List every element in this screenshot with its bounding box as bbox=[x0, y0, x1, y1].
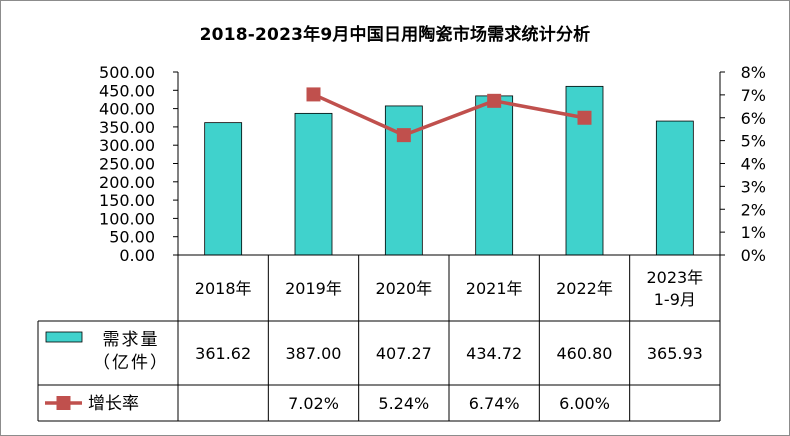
y-right-tick-label: 2% bbox=[741, 200, 766, 219]
y-right-tick-label: 3% bbox=[741, 177, 766, 196]
legend-bar-label-line: （亿件） bbox=[93, 353, 169, 373]
y-right-tick-label: 1% bbox=[741, 223, 766, 242]
line-marker bbox=[396, 128, 411, 143]
bar-value-label: 365.93 bbox=[647, 344, 703, 363]
legend-line-marker bbox=[56, 396, 71, 410]
growth-value-label: 6.74% bbox=[469, 394, 520, 413]
chart-title: 2018-2023年9月中国日用陶瓷市场需求统计分析 bbox=[199, 25, 591, 45]
y-left-tick-label: 50.00 bbox=[109, 228, 155, 247]
growth-value-label: 5.24% bbox=[378, 394, 429, 413]
bar bbox=[475, 95, 514, 256]
y-left-tick-label: 500.00 bbox=[99, 63, 155, 82]
legend-bar-label-line: 需求量 bbox=[103, 330, 160, 350]
y-left-tick-label: 150.00 bbox=[99, 191, 155, 210]
bar bbox=[204, 122, 243, 256]
line-marker bbox=[306, 87, 321, 102]
category-label: 2020年 bbox=[375, 279, 432, 298]
y-right-tick-label: 0% bbox=[741, 246, 766, 265]
growth-line-series bbox=[306, 87, 592, 143]
line-marker bbox=[487, 93, 502, 108]
bar-value-label: 387.00 bbox=[286, 344, 342, 363]
bar bbox=[294, 112, 333, 256]
y-right-tick-label: 5% bbox=[741, 132, 766, 151]
category-label: 2019年 bbox=[285, 279, 342, 298]
y-left-tick-label: 100.00 bbox=[99, 209, 155, 228]
category-label: 2021年 bbox=[466, 279, 523, 298]
growth-line bbox=[312, 92, 585, 137]
line-marker bbox=[577, 110, 592, 125]
y-right-tick-label: 4% bbox=[741, 155, 766, 174]
bar bbox=[655, 120, 694, 256]
category-label-line: 2023年 bbox=[646, 268, 703, 287]
category-label: 2023年 1-9月 bbox=[646, 268, 703, 309]
bar-value-label: 460.80 bbox=[557, 344, 613, 363]
y-left-tick-label: 250.00 bbox=[99, 155, 155, 174]
y-left-tick-label: 350.00 bbox=[99, 118, 155, 137]
bar-value-label: 407.27 bbox=[376, 344, 432, 363]
legend-bar-label: 需求量 （亿件） bbox=[93, 330, 169, 373]
bar-series bbox=[204, 85, 694, 256]
y-left-tick-label: 0.00 bbox=[119, 246, 155, 265]
y-right-tick-label: 6% bbox=[741, 109, 766, 128]
y-right-tick-label: 8% bbox=[741, 63, 766, 82]
y-left-tick-label: 400.00 bbox=[99, 100, 155, 119]
bar-value-label: 434.72 bbox=[466, 344, 522, 363]
category-label: 2018年 bbox=[195, 279, 252, 298]
y-right-tick-label: 7% bbox=[741, 86, 766, 105]
y-left-tick-label: 200.00 bbox=[99, 173, 155, 192]
axes: 0.0050.00100.00150.00200.00250.00300.003… bbox=[99, 63, 766, 265]
growth-value-label: 7.02% bbox=[288, 394, 339, 413]
growth-value-label: 6.00% bbox=[559, 394, 610, 413]
category-label-line: 1-9月 bbox=[654, 290, 696, 309]
category-label: 2022年 bbox=[556, 279, 613, 298]
y-left-tick-label: 450.00 bbox=[99, 81, 155, 100]
legend-bar-swatch bbox=[45, 331, 83, 343]
y-left-tick-label: 300.00 bbox=[99, 136, 155, 155]
legend-line-label: 增长率 bbox=[88, 394, 139, 414]
bar-value-label: 361.62 bbox=[195, 344, 251, 363]
